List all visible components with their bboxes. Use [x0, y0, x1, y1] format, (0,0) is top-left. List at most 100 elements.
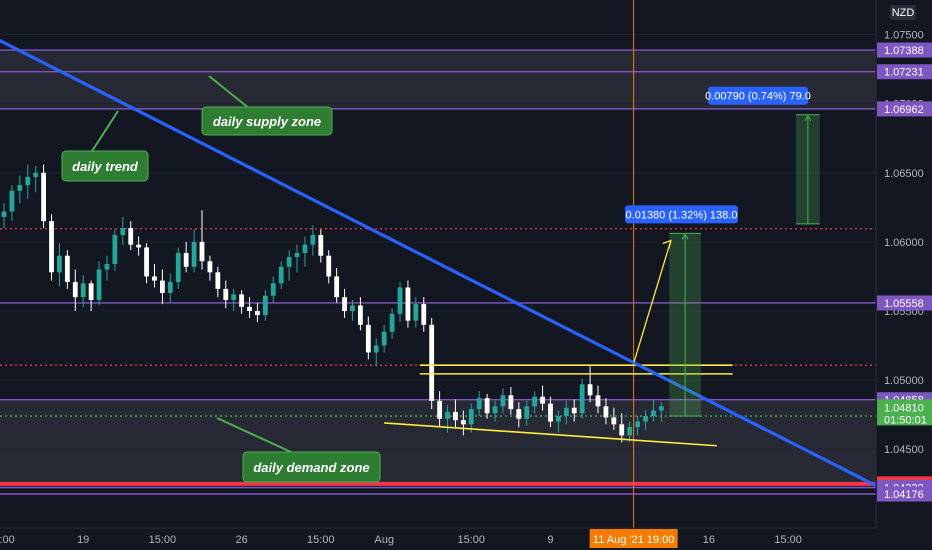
candle[interactable] [33, 165, 39, 193]
candle[interactable] [334, 268, 340, 303]
candle[interactable] [223, 280, 229, 309]
candle[interactable] [207, 255, 213, 281]
candle[interactable] [247, 297, 252, 318]
candle[interactable] [49, 214, 54, 281]
candle[interactable] [175, 247, 181, 289]
candle[interactable] [587, 366, 593, 403]
currency-badge[interactable]: NZD [890, 5, 916, 20]
candle[interactable] [627, 421, 633, 443]
candle[interactable] [199, 210, 205, 270]
candle[interactable] [167, 273, 173, 303]
time-axis[interactable]: 5:00 19 15:00 26 15:00 Aug 15:00 9 16 15:00 11 Au… [0, 527, 932, 550]
candle[interactable] [1, 203, 7, 229]
candle[interactable] [9, 185, 15, 222]
candle[interactable] [152, 264, 157, 288]
candle[interactable] [342, 288, 347, 318]
price-axis[interactable]: 1.075001.070001.065001.060001.055001.050… [875, 0, 932, 528]
candle[interactable] [96, 261, 102, 306]
candle[interactable] [326, 250, 332, 284]
candle[interactable] [136, 236, 142, 256]
candle[interactable] [144, 243, 149, 284]
candle[interactable] [160, 269, 165, 305]
demand-zone-callout[interactable]: daily demand zone [216, 417, 381, 483]
candle[interactable] [310, 225, 316, 256]
candle[interactable] [64, 250, 70, 289]
candle[interactable] [603, 398, 609, 425]
candle[interactable] [358, 297, 363, 331]
measure-label: 0.01380 (1.32%) 138.0 [626, 209, 738, 221]
candle[interactable] [476, 391, 482, 417]
candle[interactable] [88, 280, 94, 311]
candle[interactable] [556, 410, 561, 433]
candle[interactable] [611, 407, 617, 430]
candle[interactable] [571, 399, 577, 422]
candle[interactable] [262, 290, 268, 321]
supply-zone-callout[interactable]: daily supply zone [201, 75, 333, 136]
candle[interactable] [120, 217, 126, 245]
candle[interactable] [524, 400, 530, 426]
candle[interactable] [413, 297, 419, 328]
candle[interactable] [350, 299, 355, 321]
candle-body [41, 172, 46, 222]
candle[interactable] [104, 255, 110, 281]
candle[interactable] [17, 175, 23, 204]
candle[interactable] [651, 399, 656, 422]
candle[interactable] [294, 244, 300, 273]
daily-trend-line[interactable] [0, 38, 928, 513]
candle[interactable] [595, 385, 601, 414]
candle[interactable] [548, 396, 553, 428]
candle[interactable] [215, 266, 221, 298]
candle[interactable] [318, 229, 324, 263]
candle[interactable] [270, 276, 276, 303]
candle[interactable] [72, 269, 78, 311]
candle[interactable] [112, 229, 118, 271]
measure-label-box [708, 86, 808, 105]
candle[interactable] [635, 416, 640, 436]
candle[interactable] [500, 388, 506, 414]
candle[interactable] [460, 410, 466, 436]
candle[interactable] [128, 221, 134, 251]
candle[interactable] [397, 281, 403, 323]
candle[interactable] [516, 402, 522, 428]
price-range-measure[interactable]: 0.01380 (1.32%) 138.0 [625, 205, 738, 417]
candle[interactable] [41, 164, 46, 229]
candle[interactable] [183, 241, 189, 273]
candle[interactable] [25, 164, 31, 200]
projection-arrow[interactable] [633, 240, 672, 363]
daily-trend-callout[interactable]: daily trend [61, 110, 149, 182]
candle[interactable] [429, 317, 435, 410]
candle[interactable] [532, 391, 538, 414]
candle[interactable] [579, 378, 585, 419]
candle[interactable] [421, 297, 427, 332]
candle[interactable] [658, 402, 664, 422]
yellow-line[interactable] [384, 422, 717, 447]
candle[interactable] [255, 302, 260, 323]
candle[interactable] [239, 290, 244, 314]
candle[interactable] [57, 243, 62, 287]
candle[interactable] [365, 316, 371, 360]
candle[interactable] [302, 236, 308, 267]
candle[interactable] [278, 261, 284, 289]
drawings-layer[interactable]: 0.01380 (1.32%) 138.0 0.00790 (0.74%) 79.… [0, 38, 928, 513]
candle[interactable] [373, 338, 379, 367]
candle[interactable] [484, 393, 490, 419]
candle[interactable] [643, 410, 648, 430]
candle[interactable] [619, 413, 625, 443]
candle[interactable] [563, 400, 569, 425]
candle[interactable] [453, 399, 458, 428]
candle[interactable] [286, 250, 292, 281]
candle[interactable] [437, 391, 442, 428]
candle[interactable] [492, 400, 498, 422]
candle[interactable] [191, 229, 197, 273]
price-range-measure[interactable]: 0.00790 (0.74%) 79.0 [705, 86, 820, 225]
candle[interactable] [80, 275, 86, 307]
candle[interactable] [468, 403, 474, 433]
candle[interactable] [231, 288, 237, 311]
candle[interactable] [405, 280, 411, 328]
candle[interactable] [540, 385, 545, 411]
candle[interactable] [381, 324, 387, 353]
candle[interactable] [389, 308, 395, 339]
annotations-layer[interactable]: daily supply zone daily trend daily demand… [61, 75, 381, 483]
candle[interactable] [508, 387, 514, 415]
